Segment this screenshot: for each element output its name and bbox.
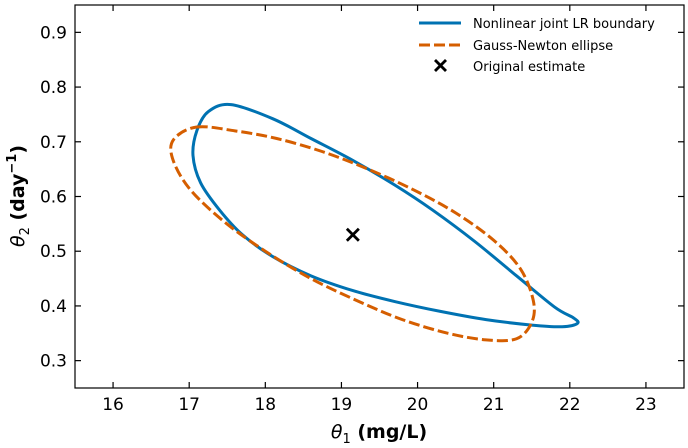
y-tick-label: 0.5 xyxy=(40,242,67,262)
lr-boundary-line xyxy=(191,102,580,329)
x-tick-label: 19 xyxy=(331,395,353,415)
x-tick-label: 17 xyxy=(178,395,200,415)
y-axis-label-unit-post: ) xyxy=(7,145,29,154)
x-tick-label: 21 xyxy=(483,395,505,415)
original-estimate-marker xyxy=(345,227,360,242)
legend: Nonlinear joint LR boundary Gauss-Newton… xyxy=(419,17,655,75)
legend-label-gauss-newton: Gauss-Newton ellipse xyxy=(473,39,613,54)
y-axis-label: θ2 (day−1) xyxy=(5,145,33,247)
y-axis-label-sub: 2 xyxy=(18,227,33,235)
y-tick-label: 0.7 xyxy=(40,133,67,153)
ticks-layer: 16 17 18 19 20 21 22 23 0.3 0.4 0.5 0.6 0.7 0.8 0.9 xyxy=(40,5,684,415)
gauss-newton-ellipse-line xyxy=(169,125,536,343)
y-tick-label: 0.6 xyxy=(40,188,67,208)
x-axis-label: θ1 (mg/L) xyxy=(331,421,427,447)
x-axis-label-sub: 1 xyxy=(342,432,350,447)
plot-area-frame xyxy=(74,4,685,389)
x-axis-label-symbol: θ xyxy=(331,421,343,443)
y-tick-label: 0.3 xyxy=(40,352,67,372)
y-tick-label: 0.8 xyxy=(40,78,67,98)
y-axis-label-unit-pre: (day xyxy=(7,173,29,227)
y-axis-label-symbol: θ xyxy=(7,235,29,247)
y-axis-label-unit-sup: −1 xyxy=(5,154,20,174)
x-tick-label: 22 xyxy=(559,395,581,415)
x-tick-label: 18 xyxy=(254,395,276,415)
series-layer xyxy=(169,102,580,343)
x-tick-label: 23 xyxy=(635,395,657,415)
legend-marker-original-estimate xyxy=(434,59,447,72)
y-tick-label: 0.9 xyxy=(40,23,67,43)
x-tick-label: 16 xyxy=(102,395,124,415)
x-tick-label: 20 xyxy=(407,395,429,415)
y-tick-label: 0.4 xyxy=(40,297,67,317)
legend-label-lr-boundary: Nonlinear joint LR boundary xyxy=(473,17,655,32)
legend-label-original-estimate: Original estimate xyxy=(473,60,585,75)
x-axis-label-unit: (mg/L) xyxy=(351,421,427,443)
